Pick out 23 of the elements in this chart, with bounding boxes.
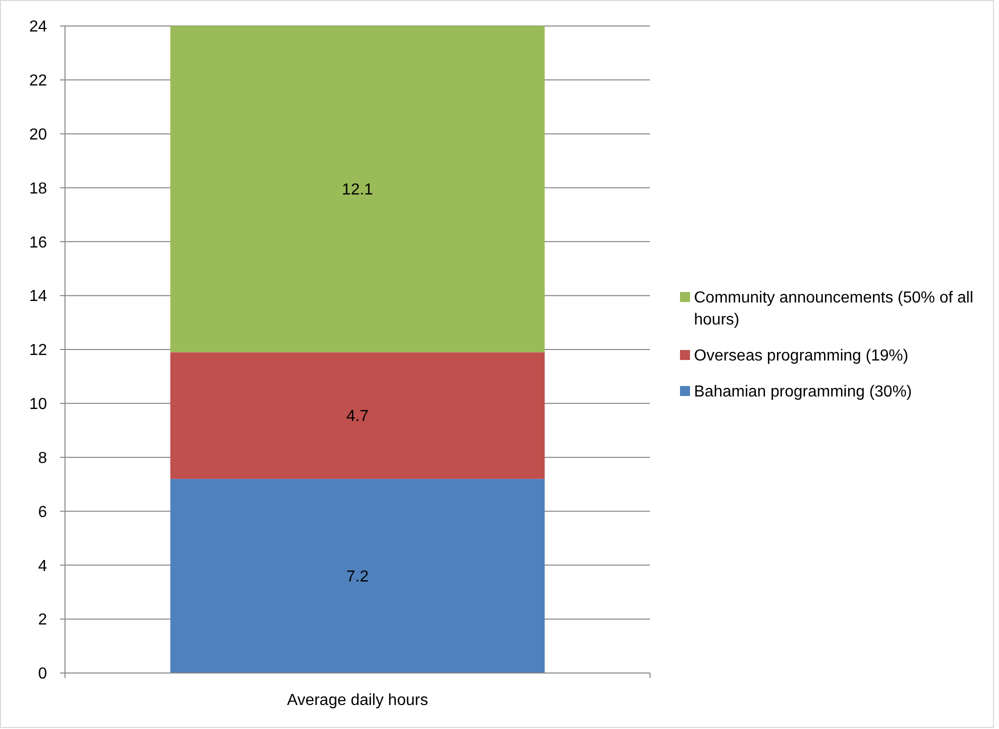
x-tick-label: Average daily hours bbox=[286, 692, 428, 709]
y-tick-label: 4 bbox=[38, 558, 48, 575]
y-tick-label: 14 bbox=[29, 288, 48, 306]
bar bbox=[170, 26, 545, 352]
y-tick-label: 8 bbox=[38, 450, 48, 467]
data-label: 12.1 bbox=[342, 182, 374, 199]
y-tick-label: 0 bbox=[38, 666, 48, 683]
y-tick-label: 18 bbox=[29, 180, 48, 198]
y-tick-label: 6 bbox=[38, 504, 48, 521]
data-label: 7.2 bbox=[346, 568, 369, 586]
y-tick-label: 22 bbox=[29, 72, 48, 90]
y-tick-label: 2 bbox=[38, 612, 48, 629]
y-tick-label: 24 bbox=[29, 18, 48, 36]
y-tick-label: 20 bbox=[29, 126, 48, 144]
y-tick-label: 16 bbox=[29, 234, 48, 252]
legend-label: Overseas programming (19%) bbox=[694, 348, 908, 365]
y-tick-label: 10 bbox=[29, 396, 48, 414]
legend-label: Bahamian programming (30%) bbox=[694, 384, 912, 401]
data-label: 4.7 bbox=[346, 408, 369, 426]
y-tick-label: 12 bbox=[29, 342, 48, 360]
legend-label: Community announcements (50% of all hours) bbox=[694, 290, 974, 329]
bar bbox=[170, 478, 545, 673]
bar bbox=[170, 352, 545, 479]
